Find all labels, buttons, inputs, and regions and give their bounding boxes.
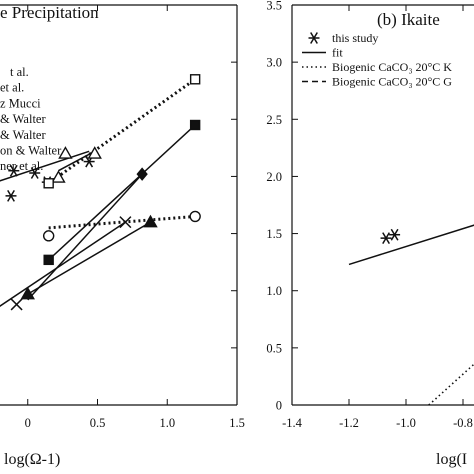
panel-a-point-open-square <box>43 178 54 189</box>
panel-a-ticks <box>27 4 238 406</box>
panel-b-x-axis-label: log(I <box>436 451 467 468</box>
panel-a: e Precipitation 1.5 1.0 0.5 0 t al. et al.z … <box>0 3 245 468</box>
panel-a-point-star <box>29 167 41 179</box>
panel-a-point-cross <box>119 216 132 229</box>
panel-a-legend-entry: & Walter <box>0 112 46 126</box>
panel-b-legend-entry: fit <box>302 46 343 60</box>
panel-a-fit-open-square <box>47 78 197 185</box>
panel-b: (b) Ikaite 0 0.5 1.0 1.5 2.0 2.5 3.0 3.5 -1.4 -1.… <box>266 0 474 468</box>
panel-a-legend-entry: ner et al. <box>0 159 43 173</box>
panel-b-legend-swatch-star <box>308 32 320 44</box>
panel-b-legend-entry: this study <box>308 31 378 45</box>
panel-b-point-this-study <box>389 228 401 241</box>
panel-b-legend-label: Biogenic CaCO₃ 20°C K <box>332 60 452 74</box>
panel-b-legend-entry: Biogenic CaCO₃ 20°C G <box>302 75 452 89</box>
panel-a-x-axis-label: log(Ω-1) <box>4 451 60 468</box>
panel-b-legend-label: Biogenic CaCO₃ 20°C G <box>332 75 452 89</box>
panel-b-y-tick-label: 0 <box>276 399 282 413</box>
panel-b-point-this-study <box>380 232 392 245</box>
panel-b-x-tick-label: -0.8 <box>453 416 473 430</box>
panel-a-x-tick-label: 1.0 <box>159 416 175 430</box>
panel-b-ticks <box>291 4 464 406</box>
panel-a-fit-filled-square <box>48 124 196 261</box>
panel-b-y-tick-label: 1.0 <box>266 284 282 298</box>
panel-a-point-open-triangle <box>58 146 73 159</box>
panel-a-point-open-triangle <box>51 170 66 183</box>
panel-b-tick-labels: 0 0.5 1.0 1.5 2.0 2.5 3.0 3.5 -1.4 -1.2 -1.0 -0.8 <box>266 0 473 430</box>
panel-a-point-filled-diamond <box>136 167 148 181</box>
panel-a-point-open-triangle <box>87 146 102 159</box>
panel-a-point-open-square <box>189 74 201 85</box>
panel-a-point-filled-square <box>189 119 201 131</box>
panel-a-point-open-circle <box>42 230 55 242</box>
panel-b-legend-label: this study <box>332 31 378 45</box>
panel-a-legend-entry: et al. <box>0 81 24 95</box>
panel-b-title: (b) Ikaite <box>377 10 440 29</box>
panel-b-line-biogenic-k <box>428 363 474 406</box>
panel-a-legend-entry: t al. <box>10 65 29 79</box>
panel-a-fit-filled-triangle <box>27 221 151 295</box>
panel-b-line-fit <box>348 224 474 266</box>
panel-b-y-tick-label: 0.5 <box>266 341 282 355</box>
panel-a-legend-entry: z Mucci <box>0 96 41 110</box>
panel-a-point-filled-triangle <box>20 286 35 300</box>
panel-b-legend-label: fit <box>332 46 343 60</box>
panel-a-point-cross <box>10 298 23 311</box>
panel-a-fit-lines <box>0 78 197 307</box>
panel-b-legend-entry: Biogenic CaCO₃ 20°C K <box>302 60 452 74</box>
panel-a-x-tick-label: 0 <box>25 416 31 430</box>
panel-a-fit-open-triangle <box>58 150 96 172</box>
panel-b-markers <box>380 228 401 245</box>
panel-a-markers <box>5 74 201 311</box>
panel-a-point-open-circle <box>189 210 201 223</box>
panel-b-x-tick-label: -1.2 <box>339 416 359 430</box>
panel-b-x-tick-label: -1.4 <box>282 416 303 430</box>
panel-b-y-tick-label: 1.5 <box>266 227 282 241</box>
panel-a-title: e Precipitation <box>0 3 99 22</box>
panel-a-point-star <box>5 189 17 202</box>
panel-a-legend-entry: on & Walter <box>0 144 62 158</box>
panel-a-fit-cross <box>0 221 126 307</box>
panel-b-x-tick-label: -1.0 <box>396 416 416 430</box>
panel-a-x-tick-label: 1.5 <box>229 416 245 430</box>
panel-b-y-tick-label: 3.5 <box>266 0 282 13</box>
panel-a-point-filled-triangle <box>143 214 158 228</box>
panel-a-point-filled-square <box>43 254 54 266</box>
panel-a-tick-labels: 1.5 1.0 0.5 0 <box>25 416 245 430</box>
panel-b-lines <box>348 224 474 406</box>
panel-a-fit-filled-diamond <box>27 173 143 301</box>
panel-a-legend-entry: & Walter <box>0 128 46 142</box>
panel-b-y-tick-label: 3.0 <box>266 56 282 70</box>
panel-a-point-star <box>8 164 20 177</box>
panel-b-y-tick-label: 2.5 <box>266 113 282 127</box>
panel-b-y-tick-label: 2.0 <box>266 170 282 184</box>
panel-a-legend: t al. et al.z Mucci & Walter & Walter on & W… <box>0 65 62 173</box>
panel-a-x-tick-label: 0.5 <box>90 416 106 430</box>
